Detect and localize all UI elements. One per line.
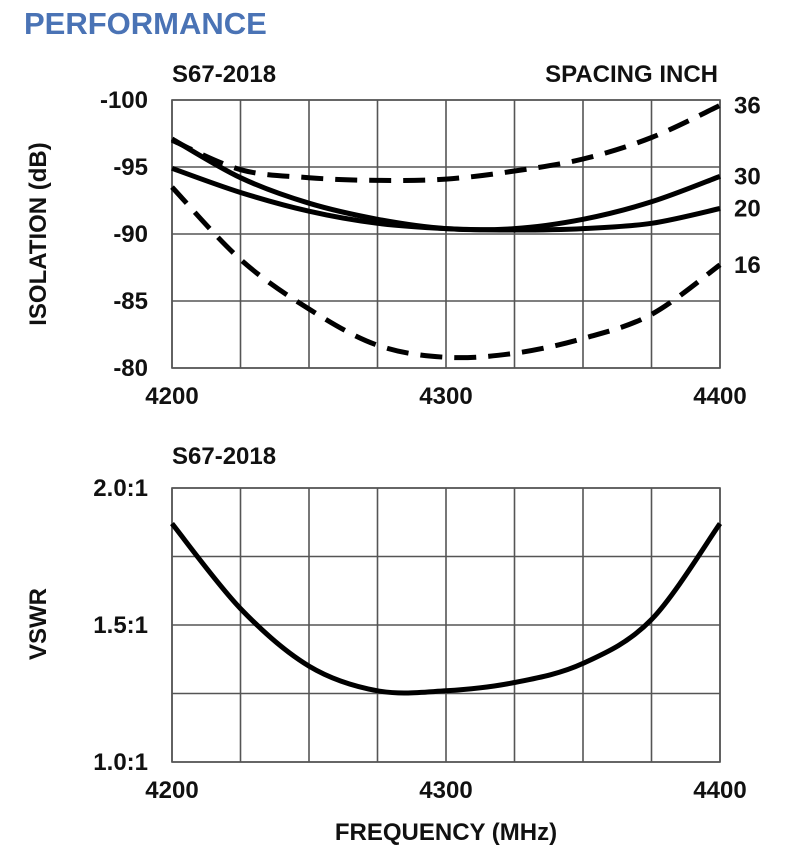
vswr-y-ticks: 1.0:1 1.5:1 2.0:1 xyxy=(93,475,148,776)
series-label-20: 20 xyxy=(734,196,761,223)
isolation-chart-title: S67-2018 xyxy=(172,61,276,88)
x-tick-label: 4400 xyxy=(693,383,746,410)
plot-frame xyxy=(171,487,721,763)
vswr-chart: S67-2018 VSWR 1.0:1 1.5:1 2.0:1 4200 4300 44… xyxy=(25,443,747,846)
x-tick-label: 4200 xyxy=(145,383,198,410)
series-line-vswr xyxy=(170,522,723,696)
vswr-x-ticks: 4200 4300 4400 xyxy=(145,777,746,804)
plot-frame xyxy=(171,99,721,369)
vswr-grid xyxy=(171,487,721,763)
y-tick-label: -85 xyxy=(113,288,148,315)
isolation-series-labels: 36 30 20 16 xyxy=(734,92,761,278)
isolation-y-ticks: -100 -95 -90 -85 -80 xyxy=(100,87,148,382)
series-line-36 xyxy=(170,103,722,183)
isolation-series xyxy=(170,103,722,361)
vswr-chart-title: S67-2018 xyxy=(172,443,276,470)
isolation-chart: S67-2018 SPACING INCH ISOLATION (dB) -10… xyxy=(25,61,761,410)
y-tick-label: 1.0:1 xyxy=(93,749,148,776)
y-tick-label: -100 xyxy=(100,87,148,114)
series-line-20 xyxy=(171,165,721,233)
y-tick-label: -80 xyxy=(113,355,148,382)
series-label-36: 36 xyxy=(734,92,761,119)
series-label-30: 30 xyxy=(734,163,761,190)
page-title: PERFORMANCE xyxy=(24,6,267,41)
y-tick-label: -90 xyxy=(113,221,148,248)
isolation-y-axis-label: ISOLATION (dB) xyxy=(25,142,52,326)
x-tick-label: 4400 xyxy=(693,777,746,804)
y-tick-label: 1.5:1 xyxy=(93,612,148,639)
legend-title: SPACING INCH xyxy=(545,61,718,88)
series-line-16 xyxy=(170,185,722,361)
isolation-x-ticks: 4200 4300 4400 xyxy=(145,383,746,410)
vswr-y-axis-label: VSWR xyxy=(25,588,52,660)
y-tick-label: -95 xyxy=(113,154,148,181)
isolation-grid xyxy=(171,99,721,369)
x-tick-label: 4300 xyxy=(419,777,472,804)
x-tick-label: 4300 xyxy=(419,383,472,410)
y-tick-label: 2.0:1 xyxy=(93,475,148,502)
frequency-x-axis-label: FREQUENCY (MHz) xyxy=(335,819,557,846)
x-tick-label: 4200 xyxy=(145,777,198,804)
vswr-series xyxy=(170,522,723,696)
series-label-16: 16 xyxy=(734,252,761,279)
